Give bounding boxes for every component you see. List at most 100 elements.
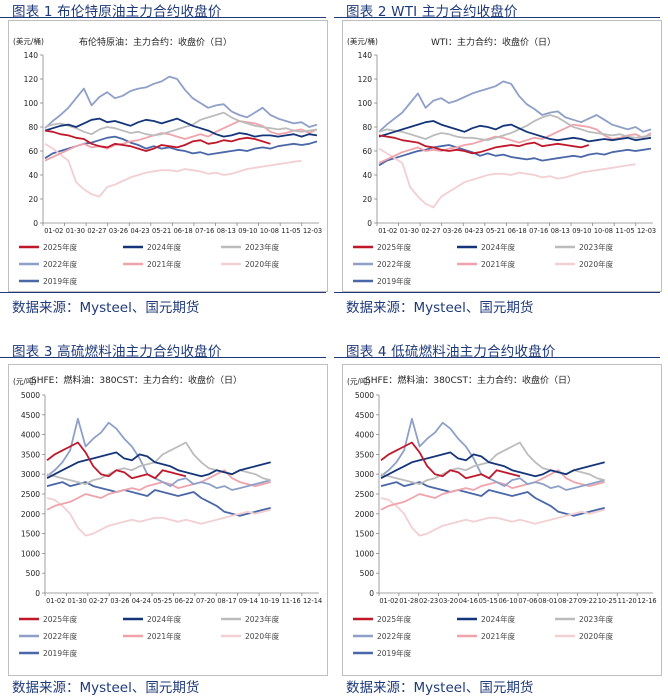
- chart-title: WTI：主力合约：收盘价（日）: [431, 36, 556, 48]
- y-tick-label: 120: [358, 75, 373, 84]
- x-tick-label: 10-08: [594, 227, 613, 235]
- x-tick-label: 08-17: [217, 597, 236, 605]
- legend-label: 2021年度: [481, 259, 516, 269]
- y-tick-label: 3500: [21, 450, 40, 459]
- title-rule: [0, 357, 326, 358]
- y-tick-label: 120: [24, 75, 39, 84]
- panel-lsfo: 图表 4 低硫燃料油主力合约收盘价 SHFE：燃料油：380CST：主力合约：收…: [334, 340, 668, 696]
- series-line: [44, 111, 318, 137]
- panel-hsfo: 图表 3 高硫燃料油主力合约收盘价 SHFE：燃料油：380CST：主力合约：收…: [0, 340, 334, 696]
- y-tick-label: 0: [369, 589, 374, 598]
- legend-label: 2019年度: [377, 276, 412, 286]
- panel-brent: 图表 1 布伦特原油主力合约收盘价 布伦特原油：主力合约：收盘价（日） (美元/桶…: [0, 0, 334, 350]
- x-tick-label: 07-16: [195, 227, 214, 235]
- x-tick-label: 08-13: [551, 227, 570, 235]
- series-line: [378, 147, 636, 209]
- series-line: [378, 120, 652, 143]
- chart-frame: 布伦特原油：主力合约：收盘价（日） (美元/桶) 0 20 40 60 80 100 120 14…: [8, 20, 328, 292]
- series-line: [46, 481, 271, 517]
- y-tick-label: 4500: [355, 411, 374, 420]
- figure-title: 图表 1 布伦特原油主力合约收盘价: [12, 4, 222, 20]
- x-tick-label: 04-16: [459, 597, 478, 605]
- legend-label: 2024年度: [481, 614, 516, 624]
- x-tick-label: 09-14: [239, 597, 258, 605]
- y-tick-label: 3000: [355, 470, 374, 479]
- x-tick-label: 11-20: [618, 597, 637, 605]
- y-tick-label: 2500: [355, 490, 374, 499]
- y-tick-label: 500: [360, 569, 375, 578]
- legend-label: 2021年度: [147, 259, 182, 269]
- x-tick-label: 03-20: [439, 597, 458, 605]
- legend-label: 2023年度: [245, 242, 280, 252]
- x-tick-label: 02-27: [87, 227, 106, 235]
- x-tick-label: 02-27: [89, 597, 108, 605]
- x-tick-label: 05-21: [152, 227, 171, 235]
- series-line: [380, 441, 521, 480]
- y-tick-label: 0: [367, 219, 372, 228]
- legend-label: 2020年度: [245, 631, 280, 641]
- series-line: [378, 134, 590, 155]
- series-line: [46, 417, 271, 491]
- series-line: [378, 114, 652, 142]
- series-line: [380, 417, 605, 491]
- legend-label: 2025年度: [43, 242, 78, 252]
- series-line: [380, 481, 605, 517]
- x-tick-label: 08-01: [538, 597, 557, 605]
- x-tick-label: 08-27: [558, 597, 577, 605]
- y-tick-label: 5000: [355, 391, 374, 400]
- x-tick-label: 01-02: [378, 227, 397, 235]
- source-rule: [0, 292, 326, 293]
- panel-wti: 图表 2 WTI 主力合约收盘价 WTI：主力合约：收盘价（日） (美元/桶) 0 2…: [334, 0, 668, 350]
- y-tick-label: 3500: [355, 450, 374, 459]
- series-line: [380, 469, 605, 511]
- legend-label: 2024年度: [481, 242, 516, 252]
- y-tick-label: 2000: [21, 510, 40, 519]
- y-tick-label: 80: [28, 123, 38, 132]
- y-tick-label: 4000: [21, 431, 40, 440]
- series-line: [46, 441, 187, 480]
- title-rule: [0, 17, 326, 18]
- x-tick-label: 09-10: [572, 227, 591, 235]
- legend-label: 2019年度: [43, 276, 78, 286]
- wti-chart: WTI：主力合约：收盘价（日） (美元/桶) 0 20 40 60 80 100 120 140 0…: [347, 36, 656, 286]
- series-line: [378, 123, 652, 164]
- x-tick-label: 03-26: [110, 597, 129, 605]
- y-tick-label: 1500: [21, 530, 40, 539]
- source-rule: [334, 292, 660, 293]
- y-tick-label: 5000: [21, 391, 40, 400]
- title-rule: [334, 17, 660, 18]
- chart-frame: SHFE：燃料油：380CST：主力合约：收盘价（日） (元/吨) 0 500 1000…: [8, 364, 328, 676]
- legend-label: 2021年度: [147, 631, 182, 641]
- x-tick-label: 12-16: [637, 597, 656, 605]
- x-tick-label: 01-30: [66, 227, 85, 235]
- x-tick-label: 12-14: [303, 597, 322, 605]
- legend-label: 2025年度: [43, 614, 78, 624]
- x-tick-label: 04-23: [464, 227, 483, 235]
- x-tick-label: 02-23: [419, 597, 438, 605]
- legend-label: 2020年度: [579, 259, 614, 269]
- legend-label: 2021年度: [481, 631, 516, 641]
- y-tick-label: 20: [362, 195, 372, 204]
- x-tick-label: 07-16: [529, 227, 548, 235]
- y-axis-label: (美元/桶): [347, 36, 378, 46]
- x-tick-label: 01-02: [44, 227, 63, 235]
- y-tick-label: 500: [26, 569, 41, 578]
- y-tick-label: 2500: [21, 490, 40, 499]
- y-tick-label: 4500: [21, 411, 40, 420]
- x-tick-label: 07-20: [196, 597, 215, 605]
- chart-title: SHFE：燃料油：380CST：主力合约：收盘价（日）: [365, 374, 576, 386]
- legend-label: 2020年度: [579, 631, 614, 641]
- y-tick-label: 0: [33, 219, 38, 228]
- x-tick-label: 10-25: [598, 597, 617, 605]
- series-line: [46, 451, 271, 479]
- x-tick-label: 11-16: [282, 597, 301, 605]
- x-tick-label: 10-08: [260, 227, 279, 235]
- y-tick-label: 1000: [355, 549, 374, 558]
- series-line: [44, 129, 271, 152]
- legend-label: 2020年度: [245, 259, 280, 269]
- y-tick-label: 140: [24, 51, 39, 60]
- x-tick-label: 11-05: [615, 227, 634, 235]
- y-tick-label: 40: [28, 171, 38, 180]
- x-tick-label: 01-28: [399, 597, 418, 605]
- chart-frame: WTI：主力合约：收盘价（日） (美元/桶) 0 20 40 60 80 100 120 140 0…: [342, 20, 662, 292]
